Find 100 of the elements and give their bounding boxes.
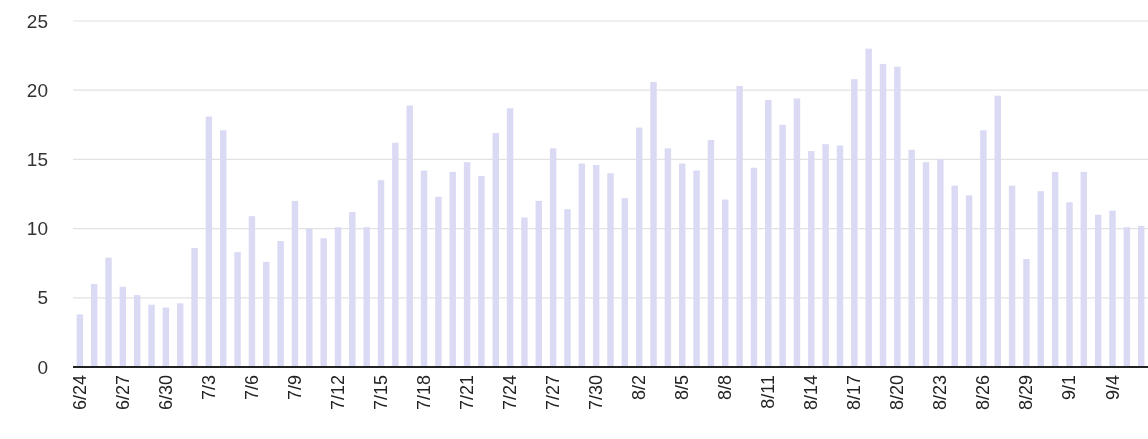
bar — [822, 144, 829, 367]
x-tick-label: 7/12 — [327, 375, 348, 411]
x-tick-label: 7/27 — [543, 375, 564, 411]
bar — [363, 227, 370, 367]
bar — [133, 295, 141, 367]
bar — [578, 163, 586, 367]
bar — [349, 211, 356, 367]
bar — [377, 180, 385, 367]
bar — [664, 148, 672, 367]
x-tick-label: 8/8 — [715, 375, 736, 401]
bar — [635, 127, 643, 367]
bar — [76, 314, 84, 367]
bar — [951, 185, 958, 367]
bar — [851, 79, 858, 367]
bar — [994, 95, 1001, 367]
y-tick-label: 5 — [37, 287, 48, 309]
bar — [535, 200, 543, 367]
bar — [1066, 202, 1073, 367]
bar — [564, 209, 571, 367]
bar — [937, 159, 944, 367]
bar — [1008, 185, 1016, 367]
bar — [291, 200, 299, 367]
bar — [549, 148, 557, 367]
bar — [980, 130, 987, 367]
x-tick-label: 8/20 — [887, 375, 908, 411]
bar — [1094, 214, 1102, 367]
x-tick-label: 6/27 — [112, 375, 133, 411]
bar — [765, 99, 772, 367]
bar — [248, 216, 256, 367]
bar — [592, 164, 600, 367]
bar — [1123, 227, 1131, 367]
bar — [334, 227, 342, 367]
bar — [320, 238, 327, 367]
x-tick-label: 7/18 — [414, 375, 435, 411]
bar — [894, 66, 901, 367]
bar — [449, 171, 456, 367]
bar — [191, 247, 198, 367]
x-tick-label: 6/24 — [69, 375, 90, 411]
bar — [1037, 191, 1045, 367]
bar — [865, 48, 872, 367]
bar — [263, 261, 270, 367]
bar — [650, 81, 657, 367]
bar — [793, 98, 801, 367]
bar — [722, 199, 729, 367]
bar — [607, 173, 614, 367]
x-tick-label: 9/1 — [1059, 375, 1080, 401]
bar — [965, 195, 973, 367]
bar — [908, 149, 915, 367]
x-tick-label: 8/5 — [672, 375, 693, 401]
bar — [119, 286, 127, 367]
x-tick-label: 8/29 — [1016, 375, 1037, 411]
bar — [105, 257, 112, 367]
x-tick-label: 7/30 — [586, 375, 607, 411]
bar — [220, 130, 227, 367]
bar — [678, 163, 686, 367]
y-tick-label: 0 — [37, 356, 48, 378]
bar — [406, 105, 413, 367]
y-tick-label: 10 — [26, 218, 48, 240]
x-tick-label: 7/3 — [198, 375, 219, 401]
bar — [879, 63, 887, 367]
bar — [492, 133, 499, 367]
bar — [234, 252, 241, 367]
bar — [506, 108, 514, 367]
bar — [836, 145, 844, 367]
bar — [1137, 225, 1145, 367]
bar — [90, 283, 98, 367]
x-tick-label: 8/26 — [973, 375, 994, 411]
x-tick-label: 8/23 — [930, 375, 951, 411]
bar — [162, 307, 170, 367]
y-tick-label: 25 — [26, 10, 48, 32]
x-tick-label: 8/17 — [844, 375, 865, 411]
bar — [435, 196, 442, 367]
bar — [779, 124, 786, 367]
bar — [521, 217, 528, 367]
bar — [420, 170, 428, 367]
bar — [621, 198, 629, 367]
bar — [808, 151, 815, 367]
x-tick-label: 7/6 — [241, 375, 262, 401]
bar — [1051, 171, 1059, 367]
x-tick-label: 7/24 — [500, 375, 521, 411]
x-tick-label: 6/30 — [155, 375, 176, 411]
bar — [392, 142, 399, 367]
bar — [1109, 210, 1116, 367]
bar — [205, 116, 213, 367]
bar — [736, 86, 743, 367]
x-tick-label: 8/11 — [758, 375, 779, 409]
bar — [1023, 259, 1030, 367]
bar — [277, 241, 284, 367]
y-tick-label: 20 — [26, 79, 48, 101]
bar — [707, 140, 715, 367]
x-tick-label: 9/4 — [1102, 375, 1123, 401]
x-tick-label: 7/21 — [457, 375, 478, 411]
x-tick-label: 7/15 — [371, 375, 392, 411]
x-tick-label: 7/9 — [284, 375, 305, 401]
bar — [750, 167, 758, 367]
x-tick-label: 8/14 — [801, 375, 822, 411]
y-tick-label: 15 — [26, 149, 48, 171]
bar — [176, 303, 184, 367]
bar — [922, 162, 930, 367]
bar — [148, 304, 155, 367]
